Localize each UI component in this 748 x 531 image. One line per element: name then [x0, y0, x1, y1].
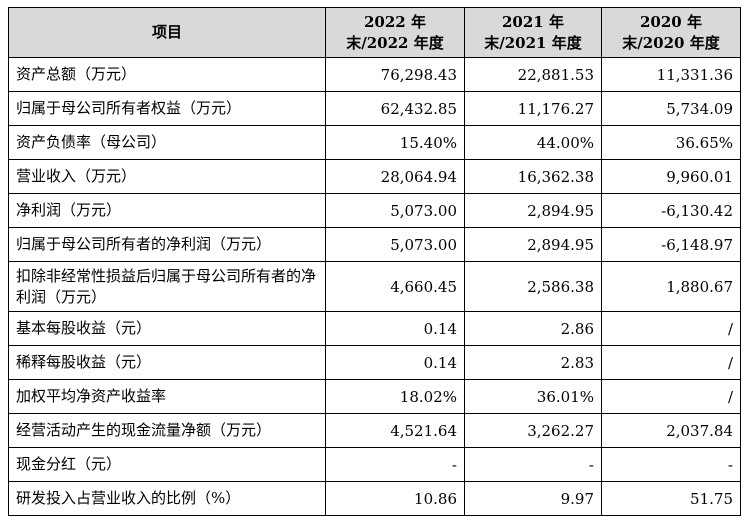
value-2020: 2,037.84 — [601, 413, 741, 448]
header-2021: 2021 年末/2021 年度 — [464, 7, 602, 58]
value-2022: 4,521.64 — [325, 413, 465, 448]
row-label: 稀释每股收益（元） — [8, 345, 326, 380]
value-2022: 62,432.85 — [325, 91, 465, 126]
value-2020: 1,880.67 — [601, 261, 741, 312]
table-row: 净利润（万元） 5,073.00 2,894.95 -6,130.42 — [8, 193, 741, 228]
row-label: 基本每股收益（元） — [8, 311, 326, 346]
value-2021: 2.83 — [464, 345, 602, 380]
value-2022: 28,064.94 — [325, 159, 465, 194]
table-row: 现金分红（元） - - - — [8, 447, 741, 482]
financial-summary-table: 项目 2022 年末/2022 年度 2021 年末/2021 年度 2020 … — [8, 7, 741, 516]
value-2021: 11,176.27 — [464, 91, 602, 126]
value-2020: 51.75 — [601, 481, 741, 516]
value-2020: / — [601, 379, 741, 414]
row-label: 现金分红（元） — [8, 447, 326, 482]
table-row: 归属于母公司所有者权益（万元） 62,432.85 11,176.27 5,73… — [8, 91, 741, 126]
row-label: 净利润（万元） — [8, 193, 326, 228]
value-2022: 76,298.43 — [325, 57, 465, 92]
row-label: 归属于母公司所有者的净利润（万元） — [8, 227, 326, 262]
table-row: 资产负债率（母公司） 15.40% 44.00% 36.65% — [8, 125, 741, 160]
value-2021: - — [464, 447, 602, 482]
value-2020: / — [601, 311, 741, 346]
value-2020: - — [601, 447, 741, 482]
value-2020: 36.65% — [601, 125, 741, 160]
value-2022: 10.86 — [325, 481, 465, 516]
value-2022: 0.14 — [325, 311, 465, 346]
row-label: 加权平均净资产收益率 — [8, 379, 326, 414]
table-header-row: 项目 2022 年末/2022 年度 2021 年末/2021 年度 2020 … — [8, 7, 741, 58]
value-2022: 4,660.45 — [325, 261, 465, 312]
value-2022: - — [325, 447, 465, 482]
value-2022: 5,073.00 — [325, 227, 465, 262]
value-2021: 2,894.95 — [464, 193, 602, 228]
table-row: 研发投入占营业收入的比例（%） 10.86 9.97 51.75 — [8, 481, 741, 516]
row-label: 研发投入占营业收入的比例（%） — [8, 481, 326, 516]
value-2021: 2,894.95 — [464, 227, 602, 262]
table-row: 资产总额（万元） 76,298.43 22,881.53 11,331.36 — [8, 57, 741, 92]
value-2021: 3,262.27 — [464, 413, 602, 448]
value-2021: 2.86 — [464, 311, 602, 346]
value-2021: 16,362.38 — [464, 159, 602, 194]
table-row: 基本每股收益（元） 0.14 2.86 / — [8, 311, 741, 346]
row-label: 经营活动产生的现金流量净额（万元） — [8, 413, 326, 448]
value-2020: / — [601, 345, 741, 380]
value-2020: -6,130.42 — [601, 193, 741, 228]
value-2020: 9,960.01 — [601, 159, 741, 194]
table-row: 经营活动产生的现金流量净额（万元） 4,521.64 3,262.27 2,03… — [8, 413, 741, 448]
header-item: 项目 — [8, 7, 326, 58]
header-2020: 2020 年末/2020 年度 — [601, 7, 741, 58]
value-2021: 44.00% — [464, 125, 602, 160]
value-2022: 0.14 — [325, 345, 465, 380]
table-row: 加权平均净资产收益率 18.02% 36.01% / — [8, 379, 741, 414]
value-2021: 9.97 — [464, 481, 602, 516]
value-2022: 15.40% — [325, 125, 465, 160]
value-2021: 2,586.38 — [464, 261, 602, 312]
value-2021: 36.01% — [464, 379, 602, 414]
header-2022: 2022 年末/2022 年度 — [325, 7, 465, 58]
table-row: 扣除非经常性损益后归属于母公司所有者的净利润（万元） 4,660.45 2,58… — [8, 261, 741, 312]
row-label: 营业收入（万元） — [8, 159, 326, 194]
value-2020: 11,331.36 — [601, 57, 741, 92]
value-2020: 5,734.09 — [601, 91, 741, 126]
table-row: 稀释每股收益（元） 0.14 2.83 / — [8, 345, 741, 380]
table-row: 归属于母公司所有者的净利润（万元） 5,073.00 2,894.95 -6,1… — [8, 227, 741, 262]
table-row: 营业收入（万元） 28,064.94 16,362.38 9,960.01 — [8, 159, 741, 194]
value-2022: 18.02% — [325, 379, 465, 414]
row-label: 归属于母公司所有者权益（万元） — [8, 91, 326, 126]
row-label: 扣除非经常性损益后归属于母公司所有者的净利润（万元） — [8, 261, 326, 312]
value-2021: 22,881.53 — [464, 57, 602, 92]
row-label: 资产负债率（母公司） — [8, 125, 326, 160]
value-2022: 5,073.00 — [325, 193, 465, 228]
value-2020: -6,148.97 — [601, 227, 741, 262]
row-label: 资产总额（万元） — [8, 57, 326, 92]
